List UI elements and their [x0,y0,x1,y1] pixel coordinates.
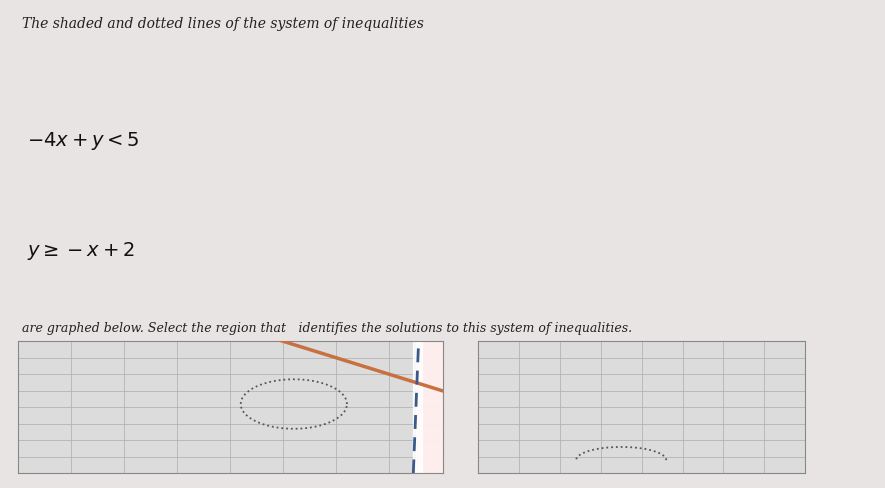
Text: are graphed below. Select the region that identifies the solutions to this syste: are graphed below. Select the region tha… [22,321,632,334]
Text: $y\geq -x+2$: $y\geq -x+2$ [27,239,135,261]
Text: The shaded and dotted lines of the system of inequalities: The shaded and dotted lines of the syste… [22,17,424,31]
Bar [416,342,442,473]
Text: $-4x+y<5$: $-4x+y<5$ [27,130,139,152]
Bar [413,342,422,473]
